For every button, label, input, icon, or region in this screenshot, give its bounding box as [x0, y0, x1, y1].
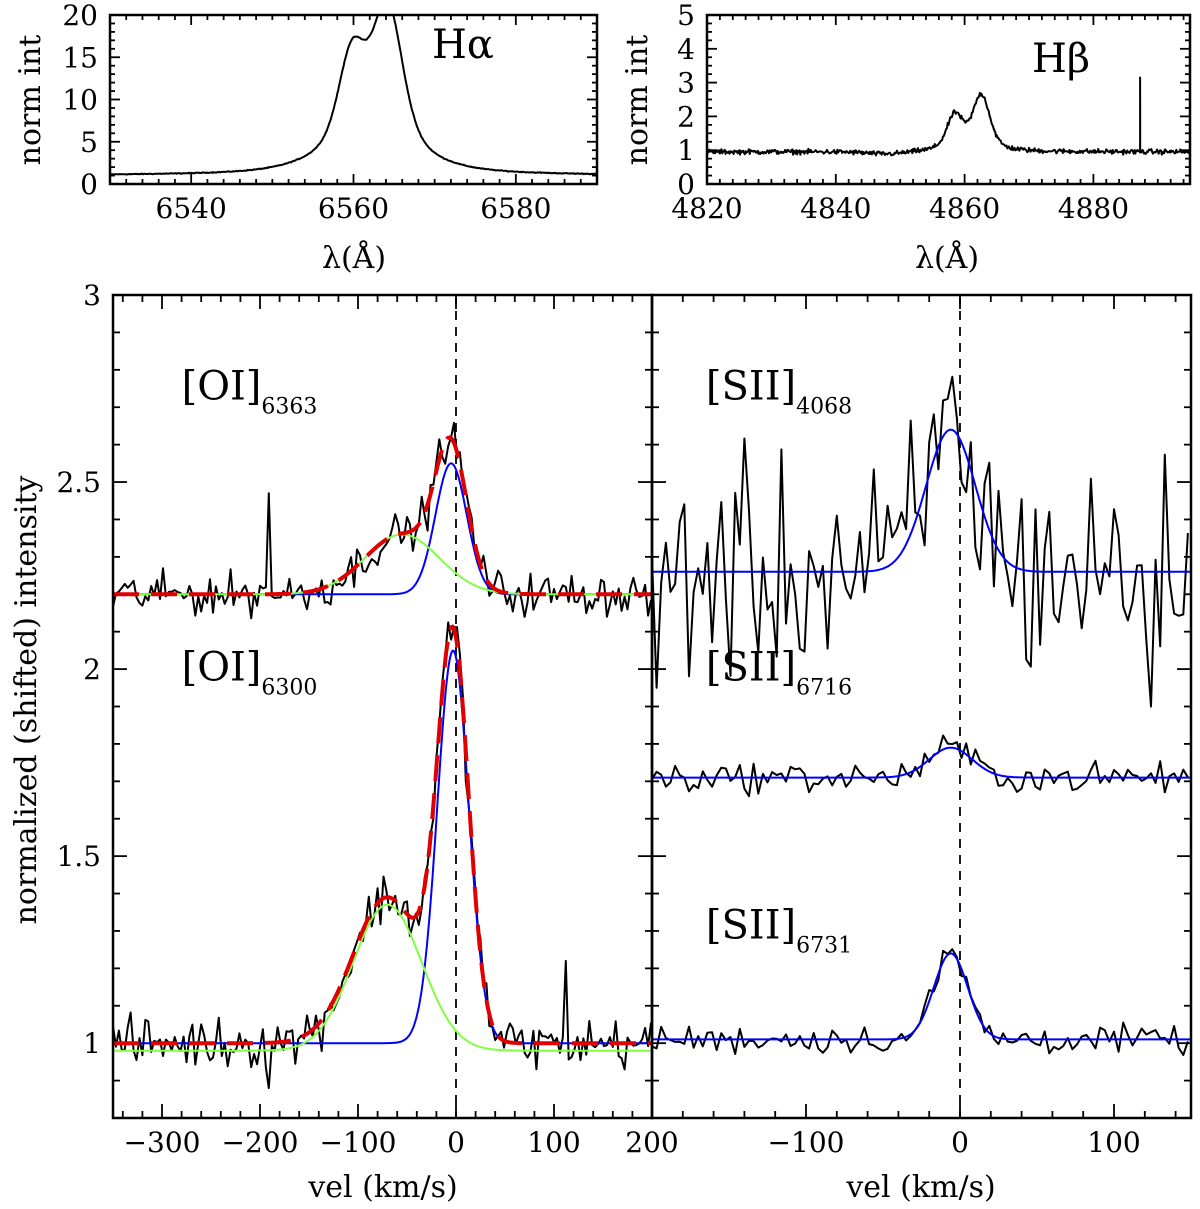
hbeta-xlabel: λ(Å)	[915, 240, 979, 276]
oi-ytick-label: 2.5	[56, 466, 101, 499]
oi-series-4	[113, 621, 652, 1090]
oi-line-label: [OI]6300	[182, 644, 318, 700]
oi-panel: normalized (shifted) intensity vel (km/s…	[9, 279, 654, 1205]
sii-series-3	[652, 746, 1191, 779]
halpha-frame	[108, 13, 599, 186]
ha-ytick-label: 5	[80, 126, 98, 159]
sii-line-label: [SII]6716	[706, 644, 852, 700]
sii-line-label: [SII]6731	[706, 902, 852, 958]
oi-xtick-label: −100	[320, 1126, 397, 1159]
hb-ytick-label: 3	[677, 67, 695, 100]
hb-ytick-label: 0	[677, 168, 695, 201]
oi-series-7	[113, 624, 652, 1046]
hb-xtick-label: 4860	[929, 192, 1000, 225]
hb-ytick-label: 5	[677, 0, 695, 32]
hbeta-annotation: Hβ	[1032, 36, 1090, 82]
sii-frame	[650, 293, 1193, 1120]
ha-xtick-label: 6560	[318, 192, 389, 225]
hbeta-ylabel: norm int	[620, 35, 655, 166]
hb-series-0	[707, 76, 1190, 157]
hb-ytick-label: 4	[677, 33, 695, 66]
oi-ytick-label: 3	[83, 279, 101, 312]
oi-ytick-label: 1	[83, 1027, 101, 1060]
oi-xtick-label: 100	[527, 1126, 580, 1159]
ha-ytick-label: 10	[62, 84, 98, 117]
hbeta-frame	[705, 13, 1192, 186]
oi-ytick-label: 2	[83, 653, 101, 686]
sii-series-5	[652, 952, 1191, 1041]
hb-ytick-label: 1	[677, 134, 695, 167]
ha-xtick-label: 6580	[480, 192, 551, 225]
ha-xtick-label: 6540	[156, 192, 227, 225]
hb-ytick-label: 2	[677, 100, 695, 133]
halpha-xlabel: λ(Å)	[322, 240, 386, 276]
sii-xtick-label: −100	[768, 1126, 845, 1159]
sii-xlabel: vel (km/s)	[845, 1170, 995, 1205]
halpha-panel: norm int λ(Å) Hα 6540 6560 6580 0 5 10 15 20	[13, 0, 599, 276]
sii-series-2	[652, 734, 1189, 798]
sii-series-0	[652, 375, 1189, 708]
oi-xtick-label: 0	[447, 1126, 465, 1159]
oi-xtick-label: −300	[124, 1126, 201, 1159]
oi-frame	[111, 293, 654, 1120]
oi-series-1	[113, 462, 652, 596]
oi-xtick-label: −200	[222, 1126, 299, 1159]
ha-series-0	[110, 15, 597, 176]
sii-line-label: [SII]4068	[706, 364, 852, 420]
oi-series-0	[113, 421, 652, 620]
sii-panel: vel (km/s) 200 −100 0 100 [SII]4068 [SII]6716…	[625, 293, 1193, 1205]
hb-xtick-label: 4840	[800, 192, 871, 225]
oi-series-3	[113, 435, 652, 597]
oi-ytick-label: 1.5	[56, 840, 101, 873]
ha-ytick-label: 15	[62, 41, 98, 74]
oi-series-6	[113, 903, 652, 1052]
sii-xtick-label: 200	[625, 1126, 678, 1159]
halpha-annotation: Hα	[432, 22, 494, 68]
ha-ytick-label: 20	[62, 0, 98, 32]
halpha-ylabel: norm int	[13, 35, 48, 166]
hb-xtick-label: 4820	[671, 192, 742, 225]
sii-series-1	[652, 428, 1191, 573]
sii-xtick-label: 0	[951, 1126, 969, 1159]
sii-xtick-label: 100	[1087, 1126, 1140, 1159]
oi-ylabel: normalized (shifted) intensity	[9, 475, 44, 924]
oi-series-5	[113, 649, 652, 1045]
hb-xtick-label: 4880	[1058, 192, 1129, 225]
ha-ytick-label: 0	[80, 168, 98, 201]
oi-line-label: [OI]6363	[182, 364, 318, 420]
oi-xlabel: vel (km/s)	[307, 1170, 457, 1205]
